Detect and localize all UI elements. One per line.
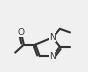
Text: N: N bbox=[49, 33, 56, 42]
Text: N: N bbox=[49, 52, 56, 61]
Text: O: O bbox=[17, 28, 24, 37]
